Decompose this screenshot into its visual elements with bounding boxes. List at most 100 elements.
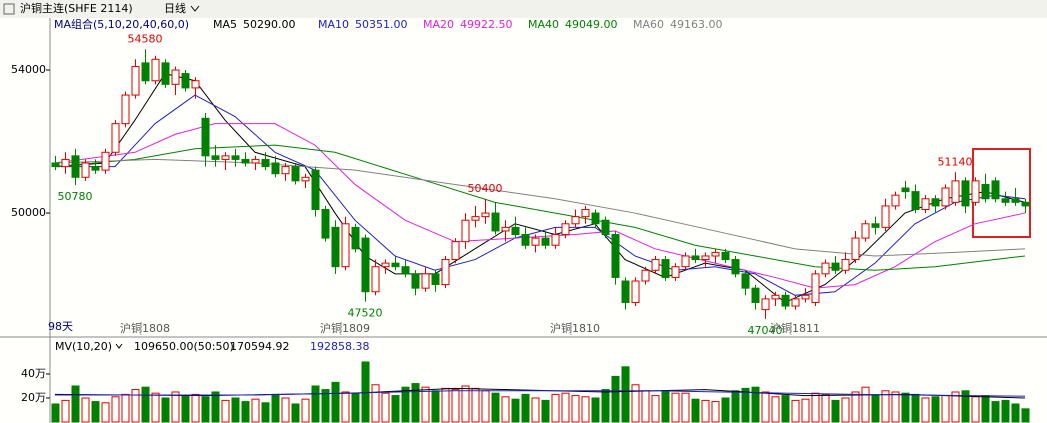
period[interactable]: 日线 (164, 1, 186, 15)
volume-bar (491, 392, 500, 423)
y-tick-label: 40万 (21, 367, 46, 380)
volume-bar (291, 403, 300, 423)
extreme-label: 54580 (128, 32, 163, 45)
ma-label: MA组合(5,10,20,40,60,0) (54, 17, 189, 31)
extreme-label: 51140 (938, 155, 973, 168)
volume-bar (361, 361, 370, 423)
candle-body (861, 223, 870, 239)
candle-body (211, 155, 220, 160)
candle-body (751, 287, 760, 303)
candle-body (881, 205, 890, 228)
candle-body (781, 294, 790, 307)
volume-bar (451, 389, 460, 423)
legend-name: MA10 (318, 18, 349, 31)
candle-body (871, 223, 880, 228)
volume-bar (101, 402, 110, 423)
volume-bar (971, 396, 980, 423)
candle-body (131, 65, 140, 96)
day-count: 98天 (48, 320, 73, 333)
chart-title: 沪铜主连(SHFE 2114) (20, 1, 133, 15)
candle-body (901, 187, 910, 193)
candle-body (321, 208, 330, 239)
volume-bar (801, 398, 810, 423)
candle-body (201, 117, 210, 157)
volume-bar (401, 386, 410, 423)
candle-body (791, 298, 800, 307)
volume-bar (521, 393, 530, 423)
extreme-label: 50400 (468, 182, 503, 195)
candle-body (221, 155, 230, 160)
dropdown-chevron[interactable] (115, 343, 123, 349)
legend-entry: MA60 49163.00 (633, 18, 723, 31)
legend-value: 50351.00 (355, 18, 408, 31)
candle-body (281, 166, 290, 175)
candle-body (731, 259, 740, 275)
legend-value: 50290.00 (243, 18, 296, 31)
volume-bar (1001, 399, 1010, 423)
candle-body (741, 273, 750, 289)
candle-body (551, 234, 560, 246)
volume-bar (931, 396, 940, 423)
candle-body (761, 298, 770, 311)
volume-bar (441, 387, 450, 423)
candle-body (251, 158, 260, 164)
legend-entry: MA40 49049.00 (528, 18, 618, 31)
candle-body (331, 226, 340, 268)
candle-body (991, 180, 1000, 200)
candle-body (701, 255, 710, 261)
volume-bar (671, 392, 680, 423)
candle-body (851, 237, 860, 261)
candle-body (241, 158, 250, 164)
mv-value: 170594.92 (230, 340, 290, 353)
dropdown-chevron[interactable] (190, 5, 200, 12)
volume-bar (641, 390, 650, 423)
volume-bar (171, 391, 180, 423)
extreme-label: 47520 (348, 307, 383, 320)
candle-body (521, 234, 530, 246)
candle-body (441, 259, 450, 286)
candle-body (101, 151, 110, 171)
candle-body (961, 180, 970, 207)
ma-line (55, 94, 1026, 296)
candle-body (451, 241, 460, 261)
volume-bar (631, 384, 640, 423)
volume-bar (591, 397, 600, 423)
volume-bar (151, 392, 160, 423)
volume-bar (221, 399, 230, 423)
volume-bar (551, 393, 560, 423)
volume-bar (61, 399, 70, 423)
ma-line (54, 158, 1026, 257)
volume-bar (211, 391, 220, 423)
ma-line (54, 73, 1026, 304)
volume-bar (111, 396, 120, 423)
candle-body (711, 251, 720, 257)
candle-body (91, 166, 100, 171)
candle-body (171, 69, 180, 85)
volume-bar (621, 366, 630, 423)
candle-body (891, 194, 900, 207)
candle-body (691, 255, 700, 261)
volume-bar (731, 390, 740, 423)
candle-body (81, 162, 90, 178)
candle-body (821, 262, 830, 275)
volume-bar (271, 393, 280, 423)
legend-name: MA40 (528, 18, 559, 31)
volume-bar (981, 395, 990, 423)
volume-current: 109650.00(50:50) (134, 340, 234, 353)
volume-bar (371, 384, 380, 423)
volume-bar (571, 395, 580, 423)
candle-body (151, 58, 160, 82)
volume-bar (891, 391, 900, 423)
candle-body (611, 234, 620, 278)
candle-body (1021, 201, 1030, 207)
volume-bar (161, 397, 170, 423)
volume-bar (431, 390, 440, 423)
candle-body (511, 226, 520, 236)
candle-body (121, 94, 130, 125)
volume-bar (71, 385, 80, 423)
legend-value: 49922.50 (460, 18, 513, 31)
volume-bar (311, 385, 320, 423)
volume-bar (651, 395, 660, 423)
candle-body (271, 162, 280, 175)
volume-bar (761, 391, 770, 423)
